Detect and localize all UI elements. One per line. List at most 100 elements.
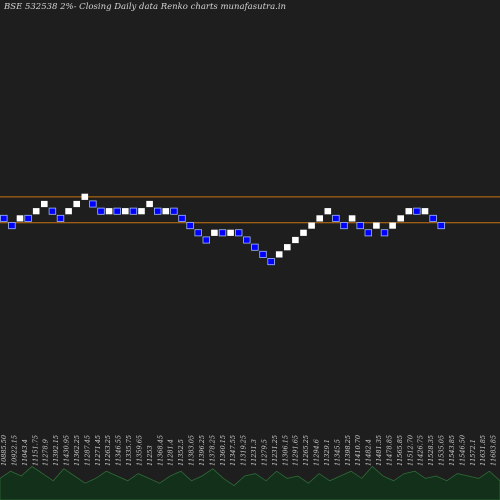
renko-brick-down: [259, 250, 267, 258]
renko-brick-down: [340, 222, 348, 230]
volume-label: 11347.55: [229, 435, 237, 466]
renko-brick-up: [105, 208, 113, 215]
renko-brick-down: [380, 229, 389, 237]
volume-label: 11396.25: [198, 435, 206, 466]
volume-label: 11346.55: [115, 435, 123, 466]
volume-label: 11271.45: [94, 435, 102, 466]
renko-brick-up: [421, 208, 429, 215]
renko-brick-down: [194, 229, 202, 237]
renko-brick-up: [324, 208, 332, 215]
renko-brick-up: [284, 244, 291, 251]
volume-label: 11231.25: [271, 435, 279, 466]
renko-brick-down: [364, 229, 372, 237]
volume-label: 11359.65: [135, 435, 143, 466]
volume-label: 11430.95: [63, 435, 71, 466]
volume-area: [0, 465, 500, 500]
renko-brick-up: [65, 208, 72, 215]
volume-label: 11572.1: [469, 439, 477, 466]
renko-brick-up: [146, 200, 153, 208]
volume-label: 11362.25: [73, 435, 81, 466]
volume-label: 11279.5: [260, 439, 268, 466]
volume-label: 11287.45: [83, 435, 91, 466]
volume-label: 11345.5: [333, 439, 341, 466]
volume-label: 11482.4: [365, 439, 373, 466]
volume-label: 11294.6: [313, 439, 321, 466]
renko-brick-up: [373, 222, 380, 229]
volume-label: 11319.25: [240, 435, 248, 466]
renko-brick-up: [348, 215, 356, 222]
renko-brick-up: [81, 193, 89, 200]
renko-brick-down: [178, 214, 186, 222]
volume-label: 11291.65: [292, 435, 300, 466]
renko-brick-up: [308, 222, 315, 229]
renko-brick-down: [56, 214, 65, 222]
renko-brick-up: [32, 208, 40, 215]
renko-brick-down: [243, 236, 251, 244]
renko-brick-down: [332, 214, 340, 222]
renko-brick-down: [413, 207, 421, 215]
renko-brick-down: [202, 236, 210, 244]
renko-brick-down: [24, 214, 32, 222]
renko-brick-up: [16, 215, 24, 222]
renko-brick-down: [97, 207, 105, 215]
volume-label: 11478.85: [385, 435, 393, 466]
volume-label: 11263.25: [104, 435, 112, 466]
volume-label: 11151.75: [31, 435, 39, 466]
volume-label: 11410.70: [354, 435, 362, 466]
volume-label: 11253: [146, 445, 154, 466]
renko-brick-down: [170, 207, 178, 215]
renko-brick-up: [211, 229, 218, 236]
renko-brick-down: [48, 207, 57, 215]
volume-label: 11398.25: [344, 435, 352, 466]
volume-label: 11481.35: [375, 435, 383, 466]
renko-brick-up: [405, 208, 413, 215]
renko-brick-down: [89, 200, 97, 208]
volume-label: 10922.15: [10, 435, 18, 466]
renko-brick-down: [153, 207, 162, 215]
renko-brick-up: [275, 251, 283, 258]
volume-label: 11360.15: [219, 435, 227, 466]
volume-label: 11426.75: [417, 435, 425, 466]
chart-title: BSE 532538 2%- Closing Daily data Renko …: [4, 2, 287, 12]
volume-label: 11383.05: [188, 435, 196, 466]
volume-label: 11683.85: [490, 435, 498, 466]
renko-brick-down: [186, 222, 194, 230]
volume-label: 11043.4: [21, 439, 29, 466]
volume-label: 11335.75: [125, 435, 133, 466]
renko-brick-up: [162, 208, 170, 215]
volume-label: 11631.85: [479, 435, 487, 466]
volume-label: 11392.15: [52, 435, 60, 466]
renko-brick-down: [356, 222, 364, 230]
volume-label: 11231.3: [250, 439, 258, 466]
renko-brick-down: [218, 229, 227, 237]
renko-brick-up: [389, 222, 396, 229]
renko-brick-up: [292, 236, 299, 244]
renko-brick-down: [267, 258, 275, 266]
renko-brick-up: [300, 229, 307, 236]
renko-brick-up: [227, 229, 234, 236]
volume-label: 11546.50: [458, 435, 466, 466]
renko-brick-up: [41, 200, 48, 208]
volume-label: 11378.25: [208, 435, 216, 466]
volume-label: 11329.1: [323, 439, 331, 466]
renko-brick-down: [8, 222, 16, 230]
volume-label: 11565.85: [396, 435, 404, 466]
volume-label: 11368.45: [156, 435, 164, 466]
renko-brick-up: [397, 215, 404, 222]
renko-brick-down: [234, 229, 243, 237]
volume-label: 10885.50: [0, 435, 8, 466]
volume-label: 11528.35: [427, 435, 435, 466]
renko-brick-down: [113, 207, 121, 215]
volume-label: 11535.05: [438, 435, 446, 466]
volume-label: 11306.15: [281, 435, 289, 466]
renko-brick-up: [138, 208, 145, 215]
renko-brick-up: [316, 215, 323, 222]
renko-brick-down: [0, 214, 8, 222]
renko-brick-down: [129, 207, 138, 215]
volume-label: 11281.4: [167, 439, 175, 466]
volume-label: 11352.5: [177, 439, 185, 466]
volume-label: 11543.85: [448, 435, 456, 466]
renko-brick-down: [251, 243, 259, 251]
